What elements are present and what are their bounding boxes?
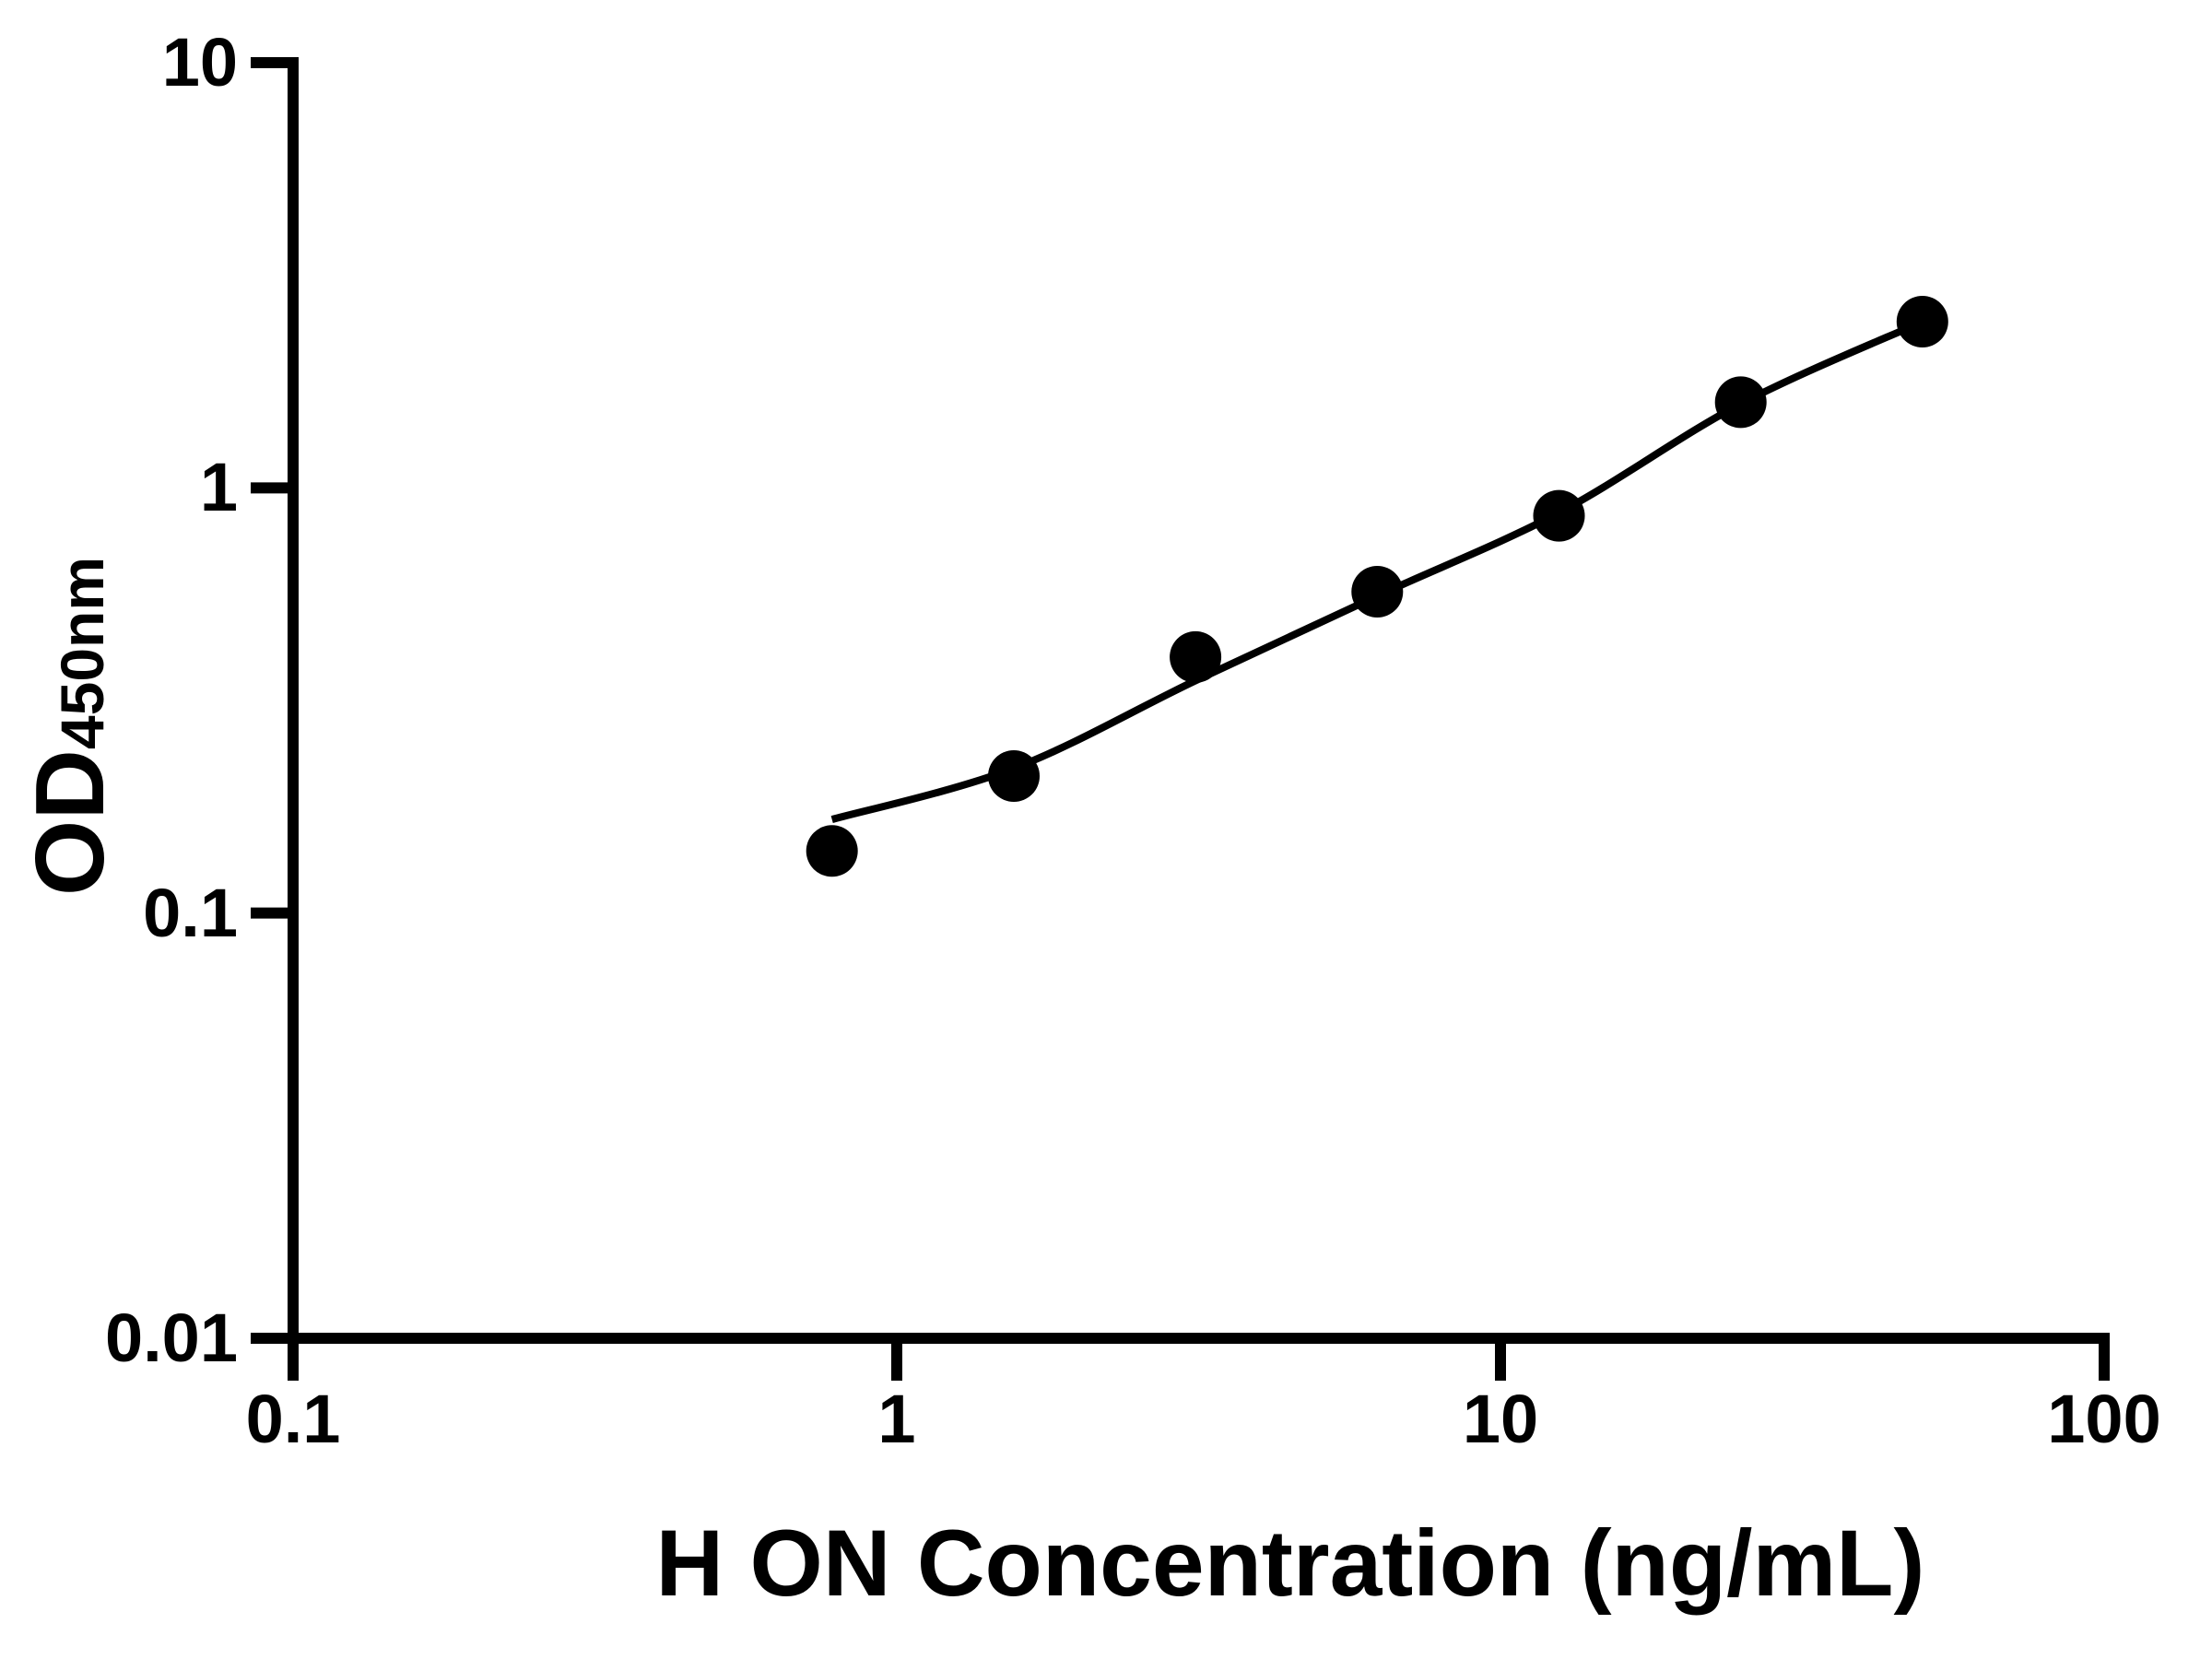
y-axis-title-subscript: 450nm <box>48 556 116 750</box>
x-tick-label-1: 1 <box>877 1381 916 1457</box>
y-axis-title-base: OD <box>16 749 124 897</box>
data-point <box>806 825 858 877</box>
y-axis-title: OD 450nm <box>16 556 124 897</box>
data-point <box>988 750 1040 802</box>
x-tick-label-100: 100 <box>2047 1381 2161 1457</box>
data-point <box>1351 566 1404 618</box>
y-tick-label-0.01: 0.01 <box>104 1300 238 1376</box>
data-point <box>1170 630 1222 683</box>
y-tick-label-1: 1 <box>199 449 238 526</box>
data-point <box>1714 376 1767 429</box>
x-tick-label-0.1: 0.1 <box>245 1381 341 1457</box>
x-axis-title: H ON Concentration (ng/mL) <box>655 1511 1925 1616</box>
x-tick-label-10: 10 <box>1462 1381 1539 1457</box>
y-tick-label-0.1: 0.1 <box>143 874 238 951</box>
data-point <box>1533 489 1585 542</box>
y-tick-label-10: 10 <box>161 24 238 100</box>
data-point <box>1896 296 1948 347</box>
